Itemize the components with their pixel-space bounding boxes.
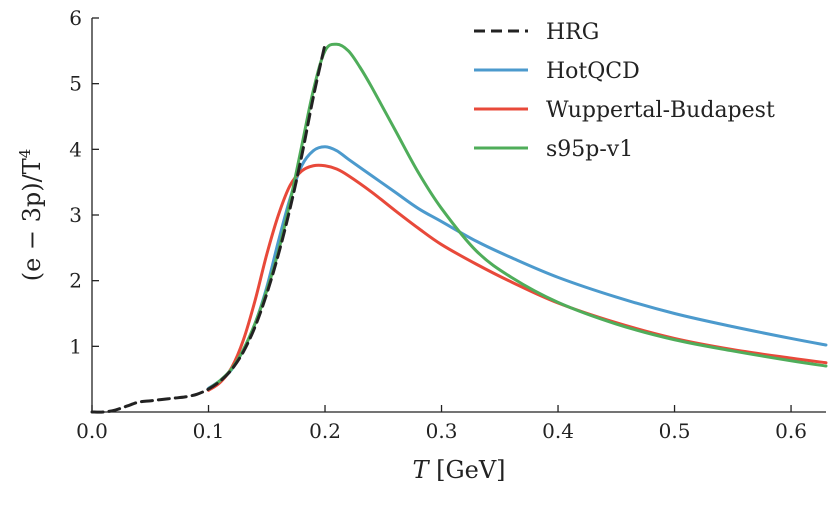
series-line-s95p-v1 (207, 42, 828, 391)
y-tick-label: 5 (69, 72, 82, 96)
x-tick-label: 0.1 (193, 419, 225, 443)
x-tick-label: 0.4 (542, 419, 574, 443)
legend-label: HotQCD (546, 59, 640, 84)
x-tick-label: 0.2 (309, 419, 341, 443)
legend-label: Wuppertal-Budapest (546, 98, 775, 123)
y-tick-label: 1 (69, 334, 82, 358)
legend-label: HRG (546, 20, 599, 45)
x-tick-label: 0.3 (426, 419, 458, 443)
y-tick-label: 6 (69, 6, 82, 30)
series-line-wuppertal-budapest (207, 163, 828, 392)
legend: HRG HotQCD Wuppertal-Budapest s95p-v1 (474, 20, 775, 162)
y-tick-label: 4 (69, 137, 82, 161)
axis-ticks: 0.0 0.1 0.2 0.3 0.4 0.5 0.6 1 2 3 4 5 6 (69, 6, 807, 443)
x-tick-label: 0.6 (775, 419, 807, 443)
x-tick-label: 0.5 (659, 419, 691, 443)
x-axis-label: T [GeV] (412, 456, 505, 484)
series-line-hrg (90, 42, 327, 414)
x-tick-label: 0.0 (76, 419, 108, 443)
legend-label: s95p-v1 (546, 137, 633, 162)
y-tick-label: 3 (69, 203, 82, 227)
plot-lines (90, 42, 828, 414)
y-tick-label: 2 (69, 269, 82, 293)
y-axis-label: (e − 3p)/T4 (16, 149, 46, 282)
